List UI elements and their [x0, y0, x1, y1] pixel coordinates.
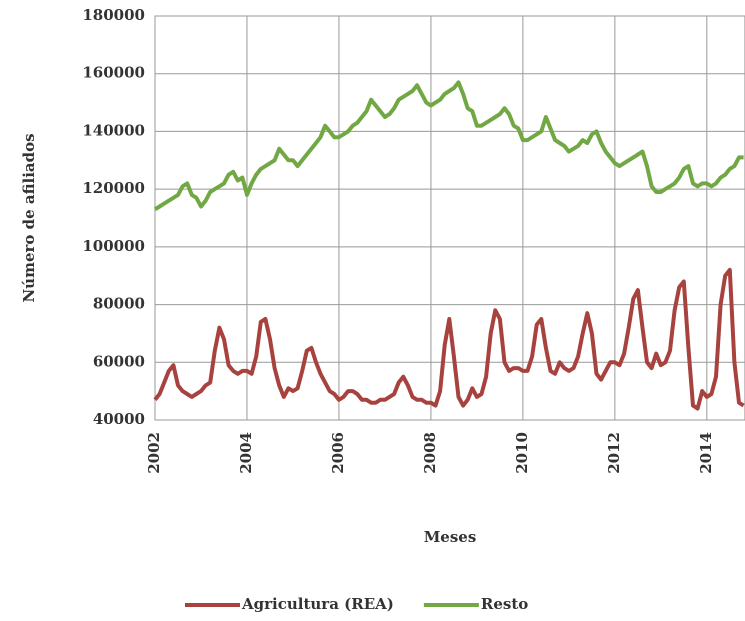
y-tick-label: 180000 [82, 6, 145, 24]
y-tick-label: 80000 [93, 295, 145, 313]
x-tick-label: 2010 [513, 432, 531, 474]
x-tick-label: 2002 [145, 432, 163, 474]
y-tick-label: 100000 [82, 237, 145, 255]
y-tick-label: 60000 [93, 352, 145, 370]
y-tick-label: 40000 [93, 410, 145, 428]
x-tick-label: 2014 [697, 432, 715, 474]
legend-label: Resto [481, 595, 528, 613]
x-axis-title: Meses [424, 528, 477, 546]
series-line [153, 267, 745, 411]
x-tick-label: 2004 [237, 432, 255, 474]
series-line [153, 80, 744, 212]
y-tick-label: 140000 [82, 121, 145, 139]
x-tick-label: 2008 [421, 432, 439, 474]
x-tick-label: 2012 [605, 432, 623, 474]
y-tick-label: 160000 [82, 64, 145, 82]
x-tick-label: 2006 [329, 432, 347, 474]
y-tick-label: 120000 [82, 179, 145, 197]
legend-label: Agricultura (REA) [241, 595, 394, 613]
y-axis-title: Número de afiliados [20, 133, 38, 302]
